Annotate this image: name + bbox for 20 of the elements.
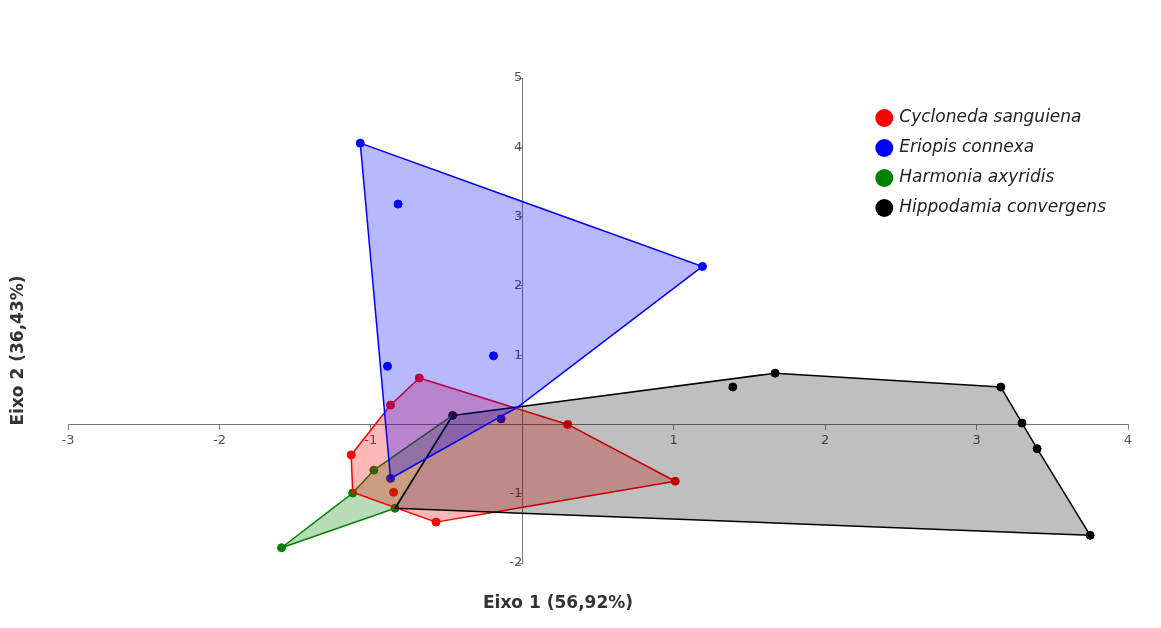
legend-label: Cycloneda sanguiena xyxy=(899,106,1082,127)
x-tick-label: 1 xyxy=(669,431,678,447)
x-tick-label: 4 xyxy=(1123,431,1133,447)
point xyxy=(728,382,738,392)
y-axis-title: Eixo 2 (36,43%) xyxy=(7,275,27,426)
x-tick-label: -3 xyxy=(61,431,75,447)
point xyxy=(393,199,403,209)
x-tick-label: 3 xyxy=(972,431,981,447)
x-tick-label: -1 xyxy=(364,431,378,447)
y-tick-label: -1 xyxy=(509,485,523,501)
legend-label: Hippodamia convergens xyxy=(899,196,1107,217)
point xyxy=(383,361,393,371)
point xyxy=(389,487,399,497)
x-axis-title: Eixo 1 (56,92%) xyxy=(482,592,634,612)
x-tick-label: -2 xyxy=(212,431,226,447)
legend-label: Harmonia axyridis xyxy=(899,166,1055,187)
x-tick-label: 2 xyxy=(821,431,830,447)
legend-label: Eriopis connexa xyxy=(899,136,1035,157)
point xyxy=(489,351,499,361)
y-tick-label: -2 xyxy=(509,554,523,570)
